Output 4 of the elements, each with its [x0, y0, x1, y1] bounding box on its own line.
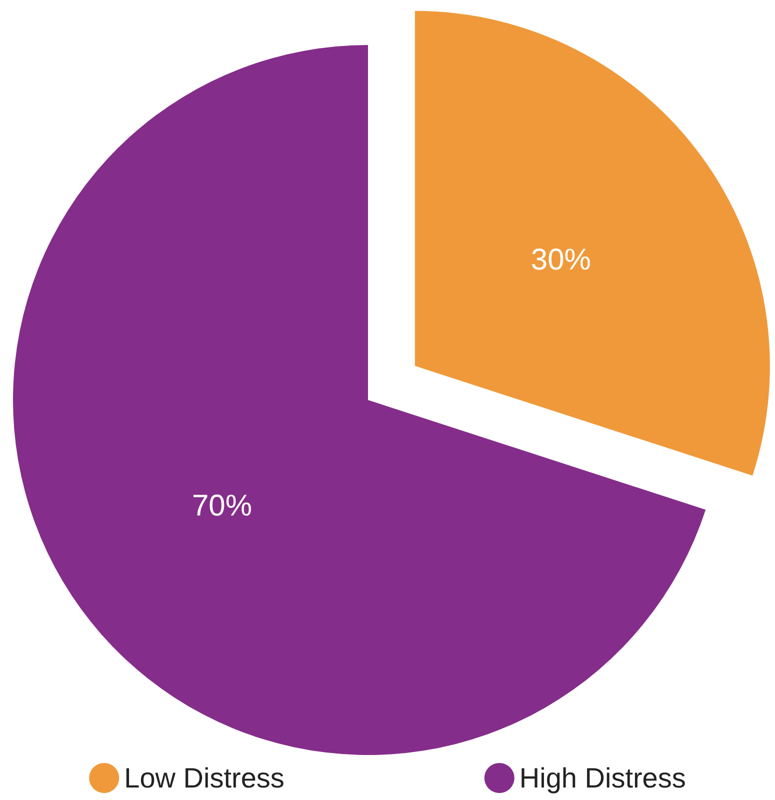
- legend-label: Low Distress: [124, 762, 284, 794]
- legend-label: High Distress: [519, 762, 686, 794]
- data-label: 30%: [530, 243, 591, 276]
- data-label: 70%: [192, 490, 252, 523]
